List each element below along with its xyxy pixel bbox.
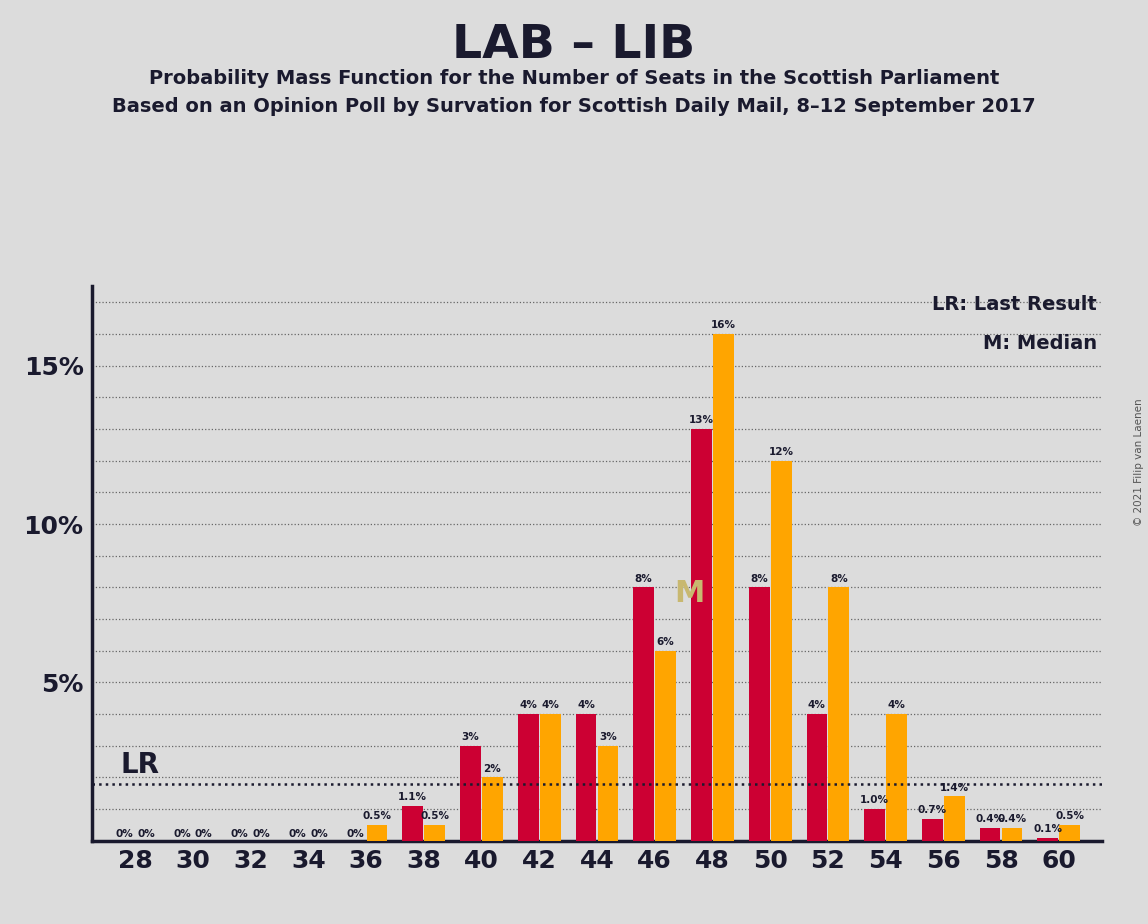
Text: 0%: 0% <box>310 829 328 839</box>
Bar <box>366 825 387 841</box>
Text: 8%: 8% <box>751 574 768 584</box>
Bar <box>1038 838 1058 841</box>
Bar <box>807 714 828 841</box>
Bar <box>829 588 850 841</box>
Bar <box>598 746 619 841</box>
Text: 4%: 4% <box>541 700 559 711</box>
Text: 0.4%: 0.4% <box>998 814 1026 824</box>
Bar <box>979 828 1000 841</box>
Bar <box>425 825 445 841</box>
Text: 0%: 0% <box>173 829 191 839</box>
Bar <box>518 714 538 841</box>
Text: 1.0%: 1.0% <box>860 796 890 806</box>
Bar <box>1060 825 1080 841</box>
Text: Probability Mass Function for the Number of Seats in the Scottish Parliament: Probability Mass Function for the Number… <box>149 69 999 89</box>
Text: LAB – LIB: LAB – LIB <box>452 23 696 68</box>
Bar <box>922 819 943 841</box>
Bar <box>713 334 734 841</box>
Bar <box>864 809 885 841</box>
Text: LR: LR <box>121 751 160 779</box>
Text: 4%: 4% <box>577 700 595 711</box>
Text: 6%: 6% <box>657 637 675 647</box>
Text: 8%: 8% <box>830 574 847 584</box>
Text: 2%: 2% <box>483 763 502 773</box>
Bar <box>944 796 964 841</box>
Text: 1.4%: 1.4% <box>940 783 969 793</box>
Text: 0.1%: 0.1% <box>1033 824 1062 833</box>
Text: 12%: 12% <box>769 447 793 456</box>
Text: 4%: 4% <box>887 700 906 711</box>
Text: 0.5%: 0.5% <box>363 811 391 821</box>
Text: 0.4%: 0.4% <box>976 814 1004 824</box>
Text: Based on an Opinion Poll by Survation for Scottish Daily Mail, 8–12 September 20: Based on an Opinion Poll by Survation fo… <box>113 97 1035 116</box>
Text: 13%: 13% <box>689 415 714 425</box>
Bar <box>403 806 424 841</box>
Text: LR: Last Result: LR: Last Result <box>932 295 1097 314</box>
Text: 0.7%: 0.7% <box>917 805 947 815</box>
Bar <box>1002 828 1023 841</box>
Text: 0%: 0% <box>347 829 364 839</box>
Bar <box>748 588 769 841</box>
Text: 3%: 3% <box>599 732 616 742</box>
Text: 16%: 16% <box>711 320 736 330</box>
Text: 8%: 8% <box>635 574 652 584</box>
Text: M: M <box>674 579 705 608</box>
Text: 0%: 0% <box>288 829 307 839</box>
Bar <box>460 746 481 841</box>
Text: 0.5%: 0.5% <box>1055 811 1084 821</box>
Bar <box>886 714 907 841</box>
Bar <box>482 777 503 841</box>
Text: 4%: 4% <box>519 700 537 711</box>
Bar <box>540 714 560 841</box>
Text: 0.5%: 0.5% <box>420 811 449 821</box>
Text: M: Median: M: Median <box>983 334 1097 353</box>
Bar <box>691 429 712 841</box>
Bar <box>656 650 676 841</box>
Text: © 2021 Filip van Laenen: © 2021 Filip van Laenen <box>1134 398 1143 526</box>
Text: 0%: 0% <box>253 829 271 839</box>
Bar <box>770 461 791 841</box>
Text: 1.1%: 1.1% <box>398 792 427 802</box>
Text: 3%: 3% <box>461 732 480 742</box>
Text: 4%: 4% <box>808 700 825 711</box>
Text: 0%: 0% <box>231 829 248 839</box>
Bar <box>634 588 654 841</box>
Text: 0%: 0% <box>195 829 212 839</box>
Text: 0%: 0% <box>138 829 155 839</box>
Bar <box>575 714 596 841</box>
Text: 0%: 0% <box>115 829 133 839</box>
